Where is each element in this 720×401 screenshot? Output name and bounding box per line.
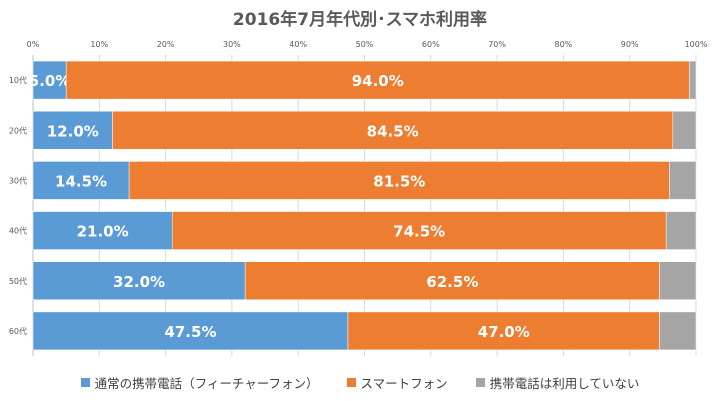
x-tick-label: 100% — [685, 40, 708, 49]
y-tick-label: 40代 — [9, 226, 27, 236]
bar-segment — [112, 111, 674, 150]
data-label: 21.0% — [77, 223, 129, 241]
legend: 通常の携帯電話（フィーチャーフォン） スマートフォン 携帯電話は利用していない — [0, 371, 720, 393]
y-tick-label: 10代 — [9, 75, 27, 85]
bar-segment — [659, 311, 697, 351]
bar-segment — [689, 60, 697, 100]
data-label: 14.5% — [55, 172, 107, 190]
x-tick-label: 30% — [223, 40, 241, 49]
data-label: 47.5% — [164, 323, 216, 341]
bar-segment — [665, 211, 697, 250]
bar-segment — [669, 161, 697, 200]
bar-segment — [65, 60, 690, 100]
data-label: 32.0% — [113, 273, 165, 291]
x-tick-label: 50% — [356, 40, 374, 49]
y-tick-label: 60代 — [9, 326, 27, 336]
chart-title: 2016年7月年代別･スマホ利用率 — [233, 9, 487, 30]
legend-item-no-phone: 携帯電話は利用していない — [475, 373, 640, 392]
bar-segment — [672, 111, 697, 150]
legend-swatch-smartphone — [346, 377, 356, 387]
data-label: 94.0% — [352, 72, 404, 90]
bar-segment — [32, 211, 173, 250]
x-tick-label: 90% — [621, 40, 639, 49]
bar-segment — [347, 311, 660, 351]
bar-segment — [32, 111, 113, 150]
bar-segment — [32, 161, 130, 200]
y-tick-label: 30代 — [9, 175, 27, 185]
y-tick-label: 50代 — [9, 276, 27, 286]
x-tick-label: 60% — [422, 40, 440, 49]
legend-label-feature-phone: 通常の携帯電話（フィーチャーフォン） — [94, 375, 319, 391]
x-tick-label: 10% — [90, 40, 108, 49]
data-label: 62.5% — [426, 273, 478, 291]
x-tick-label: 0% — [27, 40, 40, 49]
x-tick-label: 70% — [488, 40, 506, 49]
x-tick-label: 80% — [555, 40, 573, 49]
data-label: 84.5% — [367, 122, 419, 140]
bar-segment — [659, 261, 697, 300]
bar-segment — [171, 211, 667, 250]
bar-segment — [244, 261, 660, 300]
legend-item-feature-phone: 通常の携帯電話（フィーチャーフォン） — [80, 373, 319, 392]
bar-segment — [32, 311, 349, 351]
bar-segment — [128, 161, 670, 200]
legend-label-smartphone: スマートフォン — [360, 375, 448, 391]
data-label: 12.0% — [47, 122, 99, 140]
data-label: 5.0% — [29, 72, 71, 90]
data-label: 81.5% — [373, 172, 425, 190]
bar-segment — [32, 261, 246, 300]
x-tick-label: 20% — [157, 40, 175, 49]
legend-swatch-no-phone — [475, 377, 485, 387]
legend-swatch-feature-phone — [80, 377, 90, 387]
bar-segment — [32, 60, 67, 100]
data-label: 47.0% — [478, 323, 530, 341]
y-tick-label: 20代 — [9, 125, 27, 135]
x-tick-label: 40% — [289, 40, 307, 49]
data-label: 74.5% — [393, 223, 445, 241]
legend-item-smartphone: スマートフォン — [346, 373, 448, 392]
legend-label-no-phone: 携帯電話は利用していない — [489, 375, 640, 391]
